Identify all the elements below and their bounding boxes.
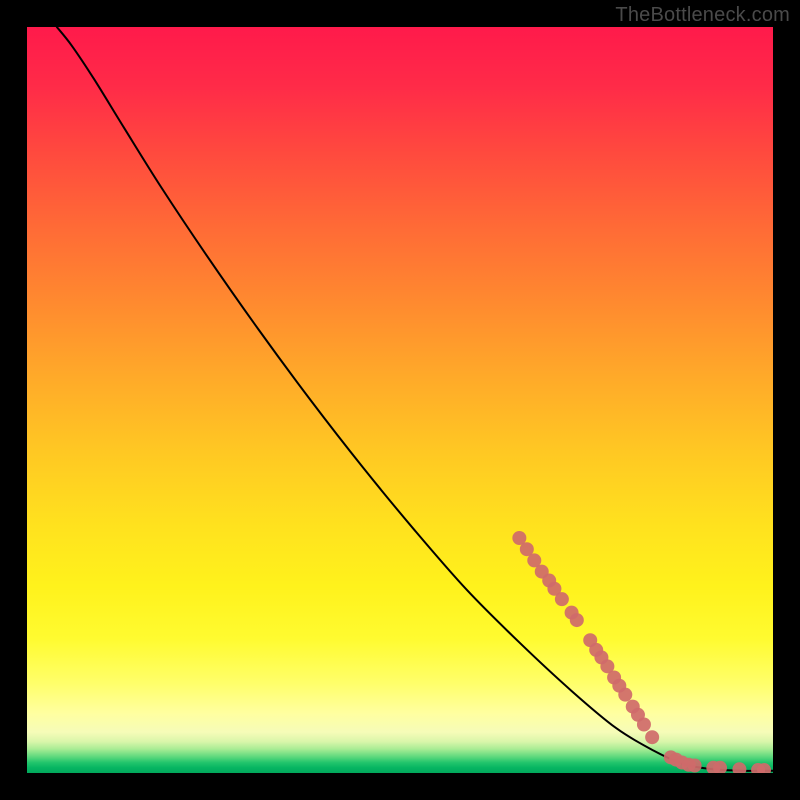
marker-point <box>555 592 569 606</box>
plot-area <box>27 27 773 773</box>
marker-point <box>645 730 659 744</box>
marker-point <box>688 759 702 773</box>
chart-svg <box>27 27 773 773</box>
marker-point <box>618 688 632 702</box>
marker-point <box>570 613 584 627</box>
plot-background <box>27 27 773 773</box>
watermark-text: TheBottleneck.com <box>615 4 790 27</box>
chart-root: TheBottleneck.com <box>0 0 800 800</box>
marker-point <box>637 718 651 732</box>
